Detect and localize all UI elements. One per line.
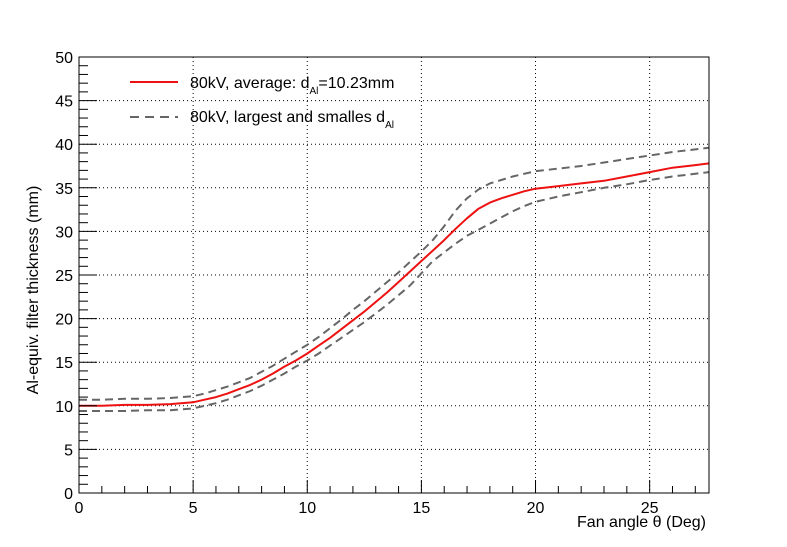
x-tick-label: 0 — [75, 500, 84, 517]
legend-label-average: 80kV, average: dAl=10.23mm — [190, 75, 394, 97]
x-tick-label: 10 — [298, 500, 316, 517]
legend-label-bounds: 80kV, largest and smalles dAl — [190, 109, 394, 131]
axis-ticks — [78, 56, 696, 494]
series-line-average — [79, 162, 710, 407]
y-tick-label: 25 — [55, 268, 73, 285]
x-axis-title: Fan angle θ (Deg) — [577, 514, 706, 531]
y-tick-label: 5 — [64, 442, 73, 459]
x-tick-label: 5 — [189, 500, 198, 517]
y-tick-label: 10 — [55, 399, 73, 416]
series-line-lower — [79, 171, 710, 412]
tick-labels: 0 5 10 15 20 25 0 5 10 15 20 25 30 35 40 45 50 — [55, 50, 658, 517]
y-tick-label: 50 — [55, 50, 73, 67]
y-tick-label: 40 — [55, 137, 73, 154]
legend: 80kV, average: dAl=10.23mm 80kV, largest… — [130, 75, 394, 131]
y-tick-label: 0 — [64, 486, 73, 503]
x-tick-label: 20 — [527, 500, 545, 517]
x-tick-label: 15 — [412, 500, 430, 517]
y-tick-label: 45 — [55, 94, 73, 111]
y-axis-title: Al-equiv. filter thickness (mm) — [25, 186, 42, 395]
series-line-upper — [79, 146, 710, 401]
y-tick-label: 35 — [55, 181, 73, 198]
y-tick-label: 15 — [55, 355, 73, 372]
data-series — [79, 146, 710, 412]
x-tick-label: 25 — [641, 500, 659, 517]
y-tick-label: 30 — [55, 224, 73, 241]
y-tick-label: 20 — [55, 312, 73, 329]
